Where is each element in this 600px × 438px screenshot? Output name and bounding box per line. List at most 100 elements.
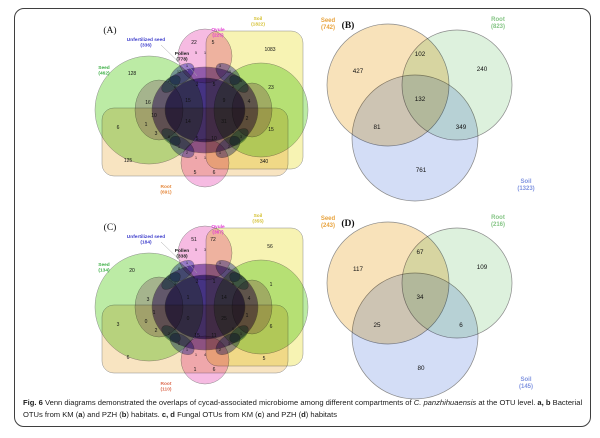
region-value-small: 3 <box>240 135 242 139</box>
region-value: 5 <box>263 356 266 362</box>
region-value: 1 <box>145 122 148 128</box>
set-label-soil: Soil <box>254 16 263 22</box>
caption-segment: Fungal OTUs from KM ( <box>174 409 258 419</box>
region-value: 3 <box>117 322 120 328</box>
region-value-seed_root: 102 <box>415 51 426 58</box>
region-value: 1083 <box>264 47 275 53</box>
region-value: 3 <box>147 297 150 303</box>
caption-segment: a, b <box>537 398 551 407</box>
venn6-diagram-a: (A) Unfertilized seed(336) Pollen(778) Ovul… <box>94 16 309 196</box>
center-overlap-inner <box>164 274 246 340</box>
caption-segment: C. panzhihuaensis <box>413 398 477 407</box>
caption-segment: ) habitats. <box>126 409 162 419</box>
region-value-small: 3 <box>204 248 206 252</box>
region-value-small: 1 <box>204 156 206 160</box>
set-label-soil: Soil <box>254 213 263 219</box>
caption-segment: a <box>78 409 83 419</box>
region-value-small: 6 <box>240 79 242 83</box>
region-value-small: 1 <box>195 156 197 160</box>
region-value: 1 <box>213 279 216 285</box>
set-label-pollen: Pollen <box>175 248 189 254</box>
region-value: 5 <box>196 136 199 142</box>
region-value-small: 1 <box>240 276 242 280</box>
set-count-ovule: (225) <box>212 33 224 39</box>
region-value-seed_only: 427 <box>353 68 364 75</box>
region-value: 0 <box>145 319 148 325</box>
region-value-small: 2 <box>228 267 230 271</box>
panel-letter: (A) <box>103 25 116 36</box>
region-value-small: 2 <box>168 79 170 83</box>
region-value-small: 1 <box>195 353 197 357</box>
region-value: 56 <box>267 244 273 250</box>
region-value: 72 <box>210 237 216 243</box>
region-value-center: 132 <box>415 96 426 103</box>
set-label-root: Root <box>491 215 505 221</box>
region-value-root_soil: 6 <box>459 322 463 329</box>
set-label-root: Root <box>161 184 172 190</box>
region-value: 6 <box>213 367 216 373</box>
caption-segment: c <box>257 409 262 419</box>
region-value: 1 <box>153 310 156 316</box>
region-value: 6 <box>213 170 216 176</box>
set-label-root: Root <box>491 17 505 23</box>
region-value: 3 <box>196 82 199 88</box>
set-count-ovule: (367) <box>212 230 224 236</box>
region-value-small: 1 <box>186 261 188 265</box>
set-label-ovule: Ovule <box>211 27 225 33</box>
region-value: 4 <box>248 296 251 302</box>
set-count-soil: (1323) <box>517 186 534 192</box>
region-value: 128 <box>128 71 137 77</box>
soil-circle <box>351 74 479 202</box>
region-value-center: 34 <box>416 294 424 301</box>
set-label-soil: Soil <box>520 377 531 383</box>
region-value-small: 1 <box>219 261 221 265</box>
region-value-small: 12 <box>177 70 181 74</box>
set-label-pollen: Pollen <box>175 51 189 57</box>
venn-panel-a: (A) Unfertilized seed (336) Pollen (778) Ovul… <box>58 11 309 206</box>
set-count-seed: (742) <box>321 25 335 31</box>
region-value-soil_only: 80 <box>417 365 425 372</box>
set-count-root: (216) <box>491 222 505 228</box>
venn6-diagram-c: (C) Unfertilized seed(184) Pollen(338) Ovul… <box>94 213 309 393</box>
set-label-seed: Seed <box>98 262 110 268</box>
set-count-unfert: (184) <box>140 240 152 246</box>
set-count-root: (823) <box>491 24 505 30</box>
set-count-soil: (355) <box>252 219 264 225</box>
caption-segment: Venn diagrams demonstrated the overlaps … <box>42 398 414 407</box>
region-value: 10 <box>151 113 157 119</box>
region-value: 1 <box>246 313 249 319</box>
set-label-ovule: Ovule <box>211 224 225 230</box>
region-value: 20 <box>129 268 135 274</box>
label-leader-line <box>185 259 198 274</box>
region-value-small: 1 <box>240 332 242 336</box>
region-value: 1 <box>194 367 197 373</box>
region-value-small: 2 <box>186 151 188 155</box>
center-overlap-inner <box>164 77 246 143</box>
region-value: 15 <box>268 127 274 133</box>
region-value-small: 1 <box>232 130 234 134</box>
region-value: 5 <box>212 40 215 46</box>
region-value: 14 <box>221 295 227 301</box>
set-label-unfert: Unfertilized seed <box>127 234 165 240</box>
region-value: 125 <box>124 158 133 164</box>
caption-segment: ) and PZH ( <box>82 409 122 419</box>
region-value: 6 <box>270 324 273 330</box>
set-label-seed: Seed <box>98 65 110 71</box>
region-value-small: 2 <box>228 145 230 149</box>
region-value-soil_only: 761 <box>416 167 427 174</box>
region-value-small: 2 <box>232 85 234 89</box>
region-value-small: 0 <box>168 276 170 280</box>
region-value: 3 <box>196 279 199 285</box>
region-value-seed_soil: 25 <box>373 322 381 329</box>
region-value-small: 8 <box>178 267 180 271</box>
region-value: 4 <box>248 99 251 105</box>
region-value-small: 0 <box>232 327 234 331</box>
region-value-seed_root: 67 <box>416 249 424 256</box>
region-value-small: 5 <box>195 51 197 55</box>
region-value-small: 3 <box>174 282 176 286</box>
set-label-seed: Seed <box>321 216 336 222</box>
region-value-small: 2 <box>219 348 221 352</box>
region-value: 5 <box>213 82 216 88</box>
region-value: 16 <box>145 100 151 106</box>
set-count-seed: (462) <box>98 71 110 77</box>
